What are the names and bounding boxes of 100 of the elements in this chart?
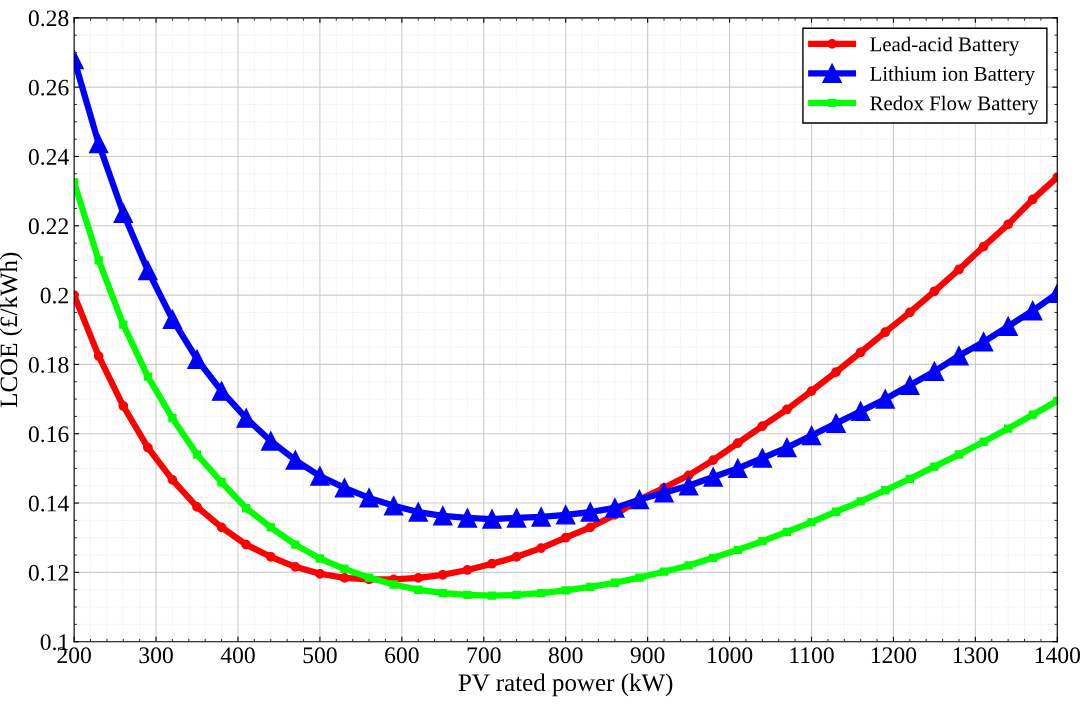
point [856, 497, 865, 506]
point [414, 585, 423, 594]
x-tick-label: 400 [220, 647, 255, 664]
y-tick-label: 0.18 [28, 356, 69, 373]
point [752, 448, 773, 468]
point [831, 507, 841, 516]
point [433, 506, 453, 526]
x-tick-label: 1000 [708, 647, 753, 664]
point [555, 505, 576, 525]
point [801, 425, 822, 446]
point [850, 401, 871, 421]
point [265, 551, 276, 562]
x-tick-label: 1300 [953, 647, 999, 664]
point [777, 437, 797, 458]
legend-label: Redox Flow Battery [870, 95, 1039, 115]
point [408, 502, 428, 522]
point [168, 413, 177, 423]
point [978, 241, 989, 252]
legend-label: Lithium ion Battery [870, 66, 1035, 86]
point [900, 375, 920, 395]
point [531, 507, 551, 527]
point [93, 351, 104, 361]
point [1028, 410, 1037, 419]
point [506, 508, 527, 528]
x-tick-label: 1100 [790, 647, 834, 664]
legend-label: Lead-acid Battery [870, 36, 1020, 56]
point [463, 590, 472, 600]
x-tick-label: 1200 [871, 647, 917, 664]
y-tick-label: 0.12 [28, 564, 68, 581]
point [413, 573, 424, 583]
point [855, 347, 866, 358]
point [684, 561, 693, 570]
point [113, 203, 134, 224]
point [536, 589, 546, 598]
point [94, 256, 103, 265]
point [291, 540, 300, 549]
x-tick-label: 300 [139, 647, 173, 664]
point [216, 522, 227, 533]
point [782, 527, 792, 536]
point [1027, 194, 1038, 205]
point [561, 586, 570, 595]
point [904, 307, 915, 318]
point [807, 517, 816, 527]
point [310, 466, 330, 486]
point [266, 523, 275, 532]
point [536, 543, 546, 553]
x-tick-label: 800 [548, 647, 583, 664]
point [924, 361, 945, 382]
x-tick-label: 600 [385, 647, 419, 664]
point [217, 478, 226, 487]
point [905, 474, 914, 483]
point [586, 582, 595, 592]
point [605, 498, 625, 518]
point [678, 476, 699, 496]
point [261, 431, 281, 451]
point [285, 450, 306, 470]
x-tick-label: 1400 [1035, 647, 1081, 664]
point [998, 316, 1018, 337]
point [315, 554, 325, 563]
point [880, 327, 891, 338]
y-axis-title: LCOE (£/kWh) [0, 252, 23, 408]
point [1003, 424, 1013, 433]
point [162, 309, 183, 330]
point [359, 488, 379, 508]
y-tick-label: 0.24 [28, 148, 69, 165]
point [290, 561, 301, 572]
point [728, 458, 748, 479]
y-tick-label: 0.2 [40, 287, 68, 304]
point [708, 455, 719, 465]
point [732, 438, 743, 448]
x-tick-label: 900 [630, 647, 665, 664]
point [487, 558, 497, 569]
point [929, 286, 940, 297]
point [1003, 219, 1014, 230]
point [143, 372, 153, 381]
point [236, 408, 256, 428]
point [211, 381, 232, 401]
point [782, 404, 792, 415]
y-tick-label: 0.22 [28, 218, 68, 235]
point [949, 346, 969, 366]
point [973, 332, 994, 352]
point [979, 437, 988, 446]
point [241, 539, 252, 550]
point [709, 553, 718, 562]
point [757, 421, 768, 431]
point [654, 482, 674, 503]
point [487, 591, 497, 600]
point [511, 551, 522, 562]
point [383, 496, 404, 516]
point [733, 545, 742, 555]
point [138, 260, 158, 281]
point [806, 386, 817, 396]
point [437, 569, 448, 580]
point [192, 450, 202, 459]
point [629, 489, 650, 510]
y-tick-label: 0.26 [28, 79, 69, 96]
point [315, 568, 325, 579]
point [462, 565, 473, 575]
point [339, 573, 350, 583]
point [758, 537, 767, 546]
